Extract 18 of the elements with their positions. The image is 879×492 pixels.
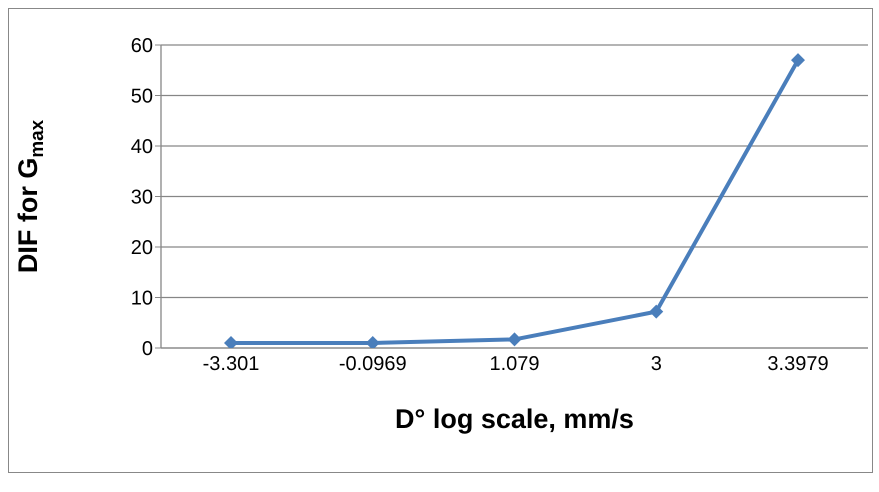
point <box>791 53 805 68</box>
x-tick-label: 3 <box>650 353 662 376</box>
x-tick-label: 3.3979 <box>767 353 829 376</box>
x-tick-label: -3.301 <box>202 353 260 376</box>
point <box>649 304 664 319</box>
point <box>366 336 380 348</box>
y-tick-label: 20 <box>130 237 153 260</box>
y-tick-label: 60 <box>130 35 153 58</box>
x-tick-label: -0.0969 <box>338 353 407 376</box>
point <box>508 332 522 346</box>
y-tick-label: 30 <box>130 186 153 209</box>
y-tick-label: 50 <box>130 86 153 108</box>
x-axis-title: D° log scale, mm/s <box>395 404 634 434</box>
point <box>224 336 238 348</box>
y-tick-label: 0 <box>142 338 153 360</box>
y-tick-label: 10 <box>130 288 153 310</box>
y-tick-label: 40 <box>130 136 153 158</box>
x-tick-label: 1.079 <box>489 353 540 376</box>
